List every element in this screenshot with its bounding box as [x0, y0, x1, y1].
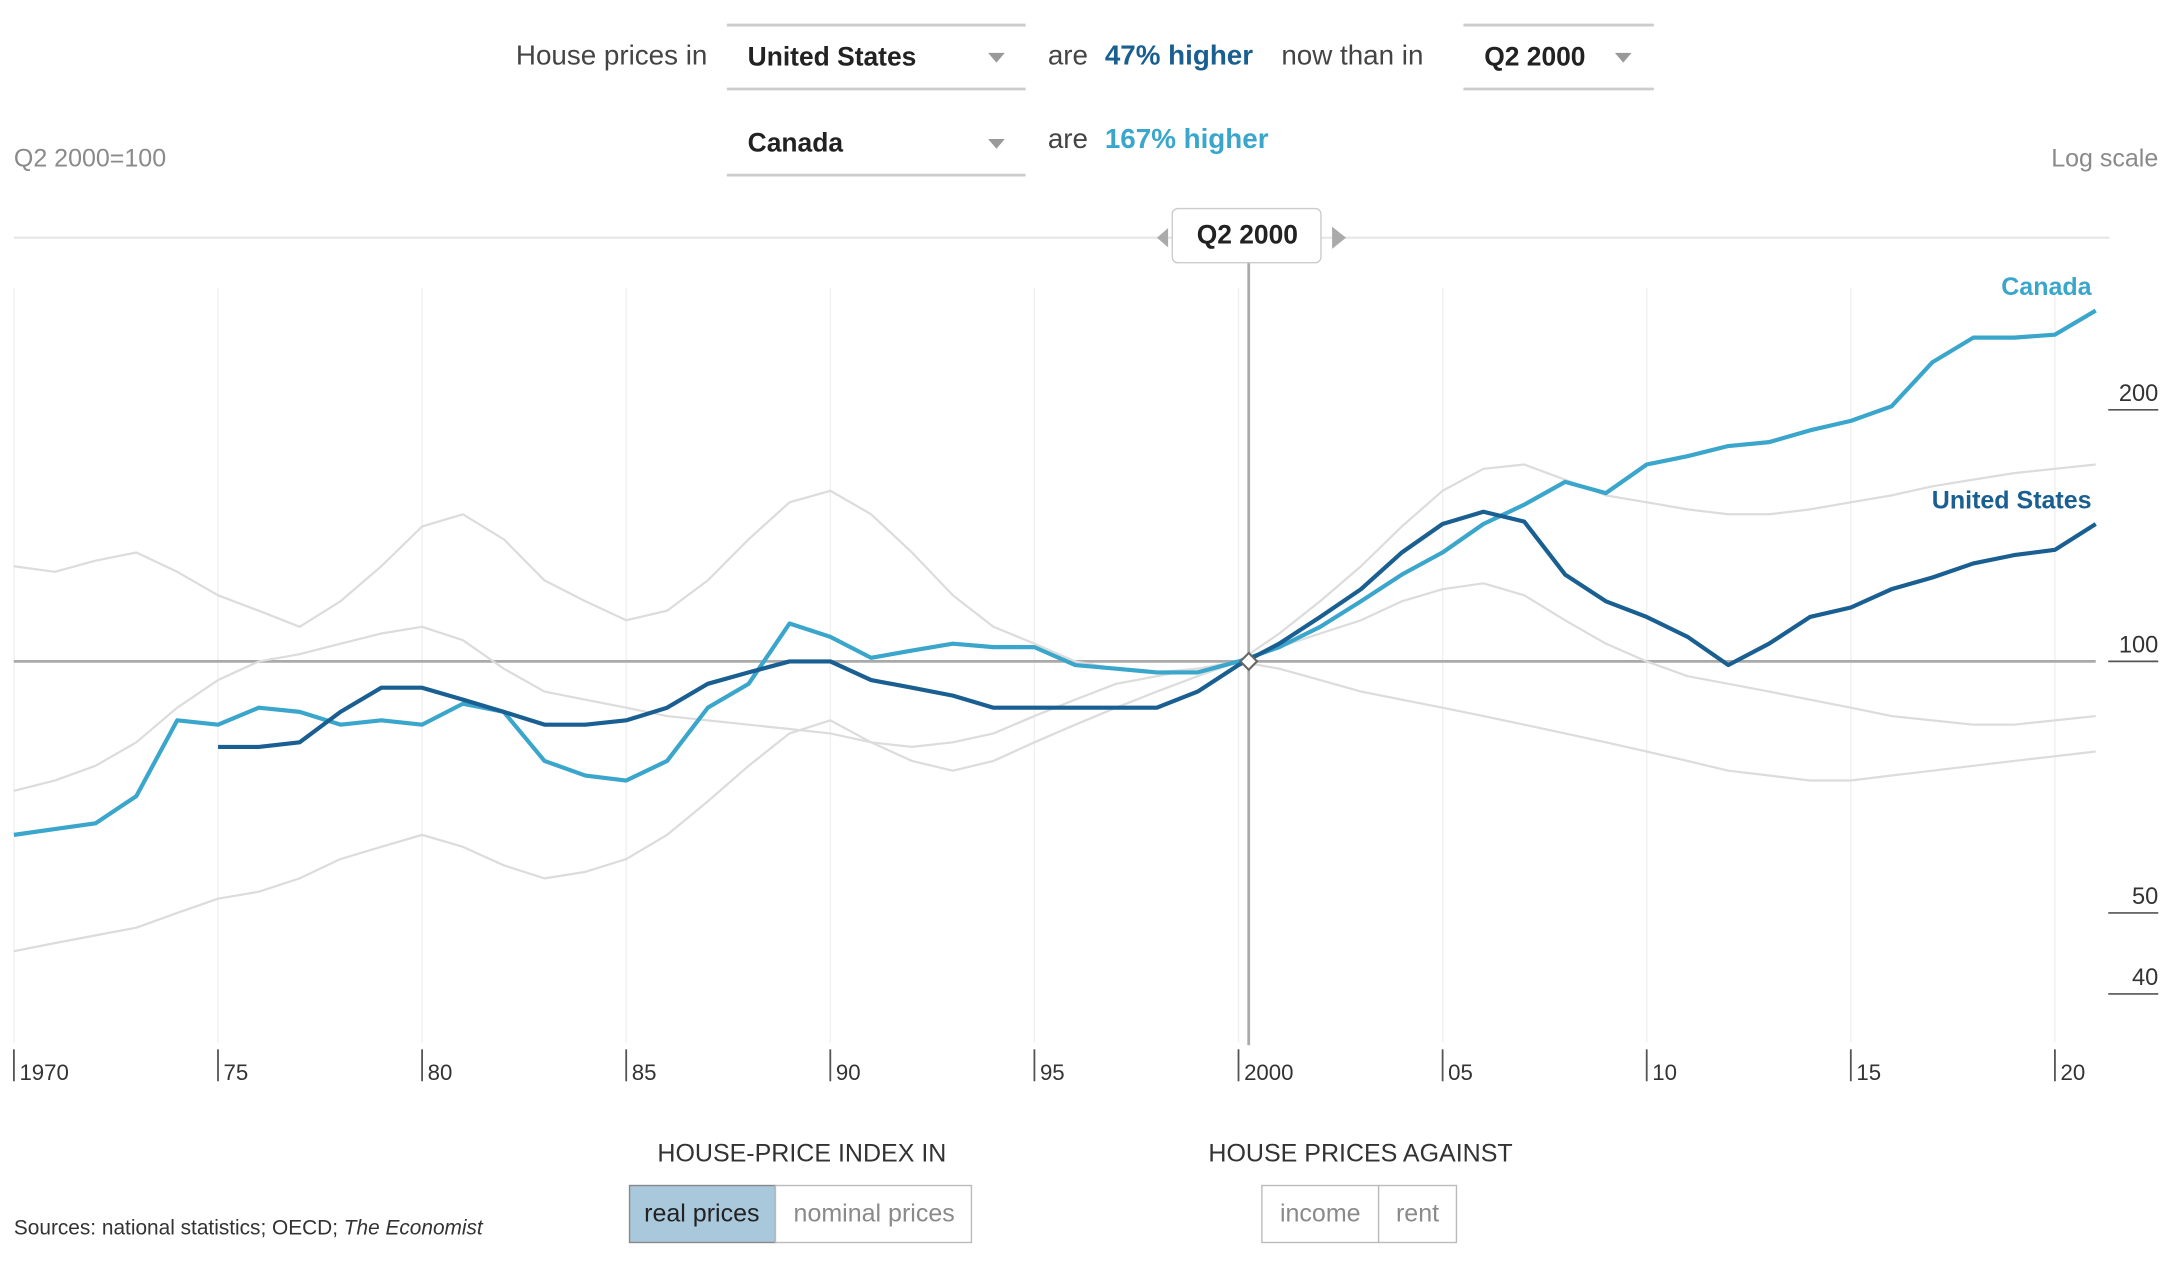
button-label[interactable]: rent — [1396, 1199, 1439, 1227]
button-label[interactable]: income — [1280, 1199, 1361, 1227]
change-text: 47% higher — [1105, 39, 1253, 70]
plot: 1970 75 80 85 90 95 2000 05 10 15 20 40 50 100 200 Q2 2… — [12, 207, 2158, 1085]
control-heading: HOUSE PRICES AGAINST — [1208, 1140, 1512, 1168]
x-tick-label: 10 — [1652, 1060, 1677, 1085]
sentence-text: are — [1048, 123, 1088, 154]
x-tick-label: 20 — [2060, 1060, 2085, 1085]
x-tick-label: 95 — [1040, 1060, 1065, 1085]
x-tick-label: 80 — [428, 1060, 453, 1085]
x-tick-label: 85 — [632, 1060, 657, 1085]
y-tick-label: 100 — [2119, 632, 2158, 658]
source-text: Sources: national statistics; OECD; — [14, 1216, 344, 1239]
dropdown-value: United States — [748, 41, 917, 71]
series-label: Canada — [2001, 273, 2092, 301]
x-tick-label: 2000 — [1244, 1060, 1293, 1085]
source-text: The Economist — [344, 1216, 484, 1239]
toggle-button[interactable] — [1377, 1184, 1458, 1244]
subtitle: Q2 2000=100 — [14, 144, 166, 172]
period-dropdown[interactable]: Q2 2000 — [1463, 23, 1654, 91]
country-dropdown[interactable]: Canada — [726, 128, 1026, 177]
cursor-box — [1171, 207, 1322, 264]
background-line — [13, 463, 2096, 674]
toggle-button[interactable] — [628, 1184, 777, 1244]
sentence-text: now than in — [1281, 39, 1423, 70]
control-heading: HOUSE-PRICE INDEX IN — [657, 1140, 946, 1168]
scale-label: Log scale — [2051, 144, 2158, 172]
series-label: United States — [1932, 486, 2092, 514]
cursor-point — [1238, 651, 1259, 672]
country-dropdown[interactable]: United States — [726, 23, 1026, 91]
sentence-text: are — [1048, 39, 1088, 70]
x-tick-label: 15 — [1856, 1060, 1881, 1085]
dropdown-value: Canada — [748, 128, 844, 158]
series-line — [13, 308, 2097, 837]
x-tick-label: 90 — [836, 1060, 861, 1085]
cursor-label: Q2 2000 — [1197, 219, 1298, 249]
x-tick-label: 75 — [224, 1060, 249, 1085]
intro-text: House prices in — [516, 39, 707, 70]
y-tick-label: 200 — [2119, 381, 2158, 407]
cursor-arrow — [1332, 226, 1346, 249]
button-label[interactable]: real prices — [644, 1199, 759, 1227]
toggle-button[interactable] — [774, 1184, 973, 1244]
button-label[interactable]: nominal prices — [794, 1199, 955, 1227]
change-text: 167% higher — [1105, 123, 1269, 154]
x-tick-label: 05 — [1448, 1060, 1473, 1085]
y-tick-label: 50 — [2132, 884, 2158, 910]
dropdown-value: Q2 2000 — [1484, 41, 1585, 71]
series-line — [218, 509, 2097, 749]
background-line — [13, 582, 2096, 953]
cursor-arrow — [1156, 227, 1169, 248]
x-tick-label: 1970 — [19, 1060, 68, 1085]
source-note: Sources: national statistics; OECD; The … — [14, 1216, 484, 1239]
y-tick-label: 40 — [2132, 965, 2158, 991]
